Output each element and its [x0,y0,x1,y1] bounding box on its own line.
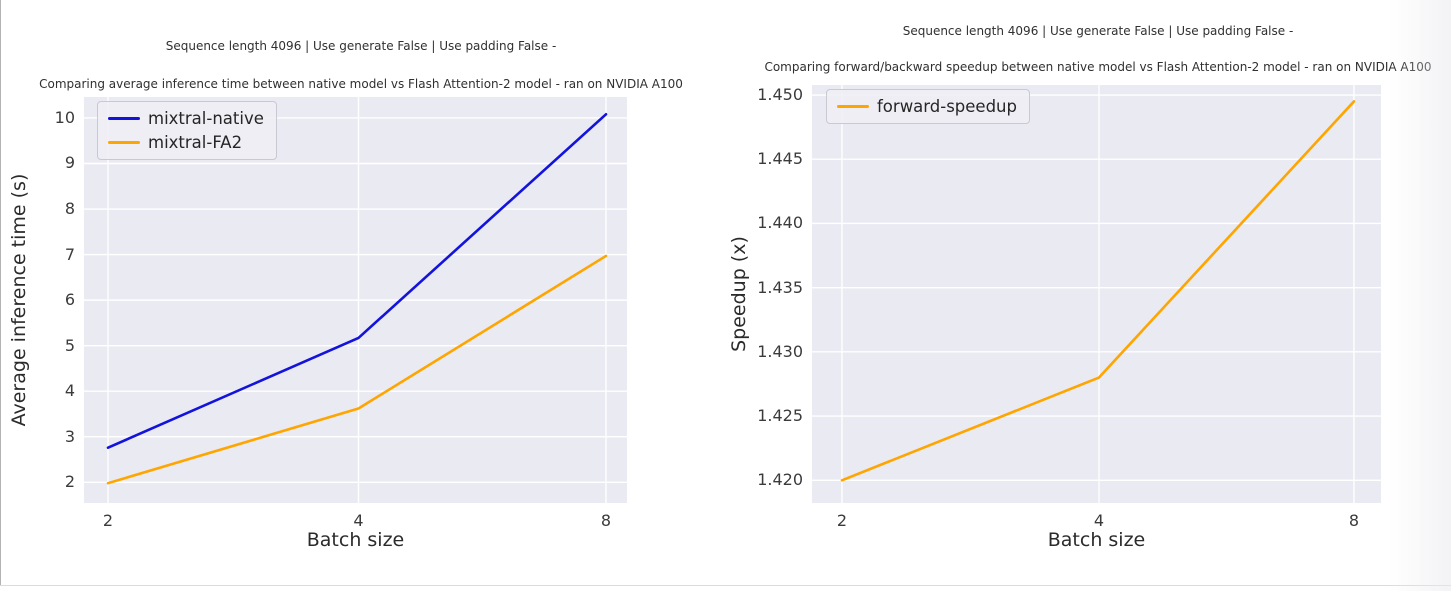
y-tick-label: 1.425 [757,406,803,426]
y-tick-label: 7 [64,244,75,264]
legend-entry: forward-speedup [837,96,1017,117]
x-tick-label: 8 [1348,511,1360,530]
y-tick-label: 1.445 [757,149,803,169]
x-tick-label: 4 [1093,511,1105,530]
inference-time-chart: Sequence length 4096 | Use generate Fals… [8,39,683,551]
series-line-mixtral-native [106,113,608,449]
window-bottom-border [0,585,1451,586]
legend: forward-speedup [826,89,1030,124]
x-tick-label: 2 [836,511,848,530]
x-axis-label: Batch size [306,529,405,551]
speedup-chart: Sequence length 4096 | Use generate Fals… [726,0,1451,591]
x-axis-label: Batch size [1047,529,1146,551]
chart-suptitle: Sequence length 4096 | Use generate Fals… [165,39,557,53]
legend-entry: mixtral-native [108,108,264,129]
chart-suptitle: Sequence length 4096 | Use generate Fals… [902,24,1294,38]
chart-title: Comparing forward/backward speedup betwe… [764,60,1432,74]
plot-area [84,97,627,503]
x-tick-label: 8 [600,511,612,530]
legend-line-sample [108,141,140,144]
legend-line-sample [108,117,140,120]
y-tick-label: 5 [64,335,75,355]
legend-line-sample [837,105,869,108]
legend-label: mixtral-native [148,109,264,128]
y-tick-label: 1.430 [757,341,803,361]
x-tick-label: 2 [102,511,114,530]
legend-label: mixtral-FA2 [148,133,243,152]
y-tick-label: 10 [54,107,75,127]
legend: mixtral-native mixtral-FA2 [97,101,277,160]
window-left-border [0,0,1,586]
y-tick-label: 8 [64,199,75,219]
y-tick-label: 2 [64,472,75,492]
legend-label: forward-speedup [877,97,1017,116]
y-tick-label: 1.450 [757,85,803,105]
series-line-forward-speedup [840,100,1356,482]
series-line-mixtral-FA2 [106,254,608,485]
y-tick-label: 6 [64,290,75,310]
plot-area [812,85,1381,503]
chart-title: Comparing average inference time between… [39,77,683,91]
x-tick-label: 4 [353,511,364,530]
y-tick-label: 9 [64,153,75,173]
y-tick-label: 1.420 [757,470,803,490]
y-tick-label: 3 [64,426,75,446]
legend-entry: mixtral-FA2 [108,132,264,153]
y-tick-label: 1.435 [757,277,803,297]
y-tick-label: 4 [64,381,75,401]
y-tick-label: 1.440 [757,213,803,233]
